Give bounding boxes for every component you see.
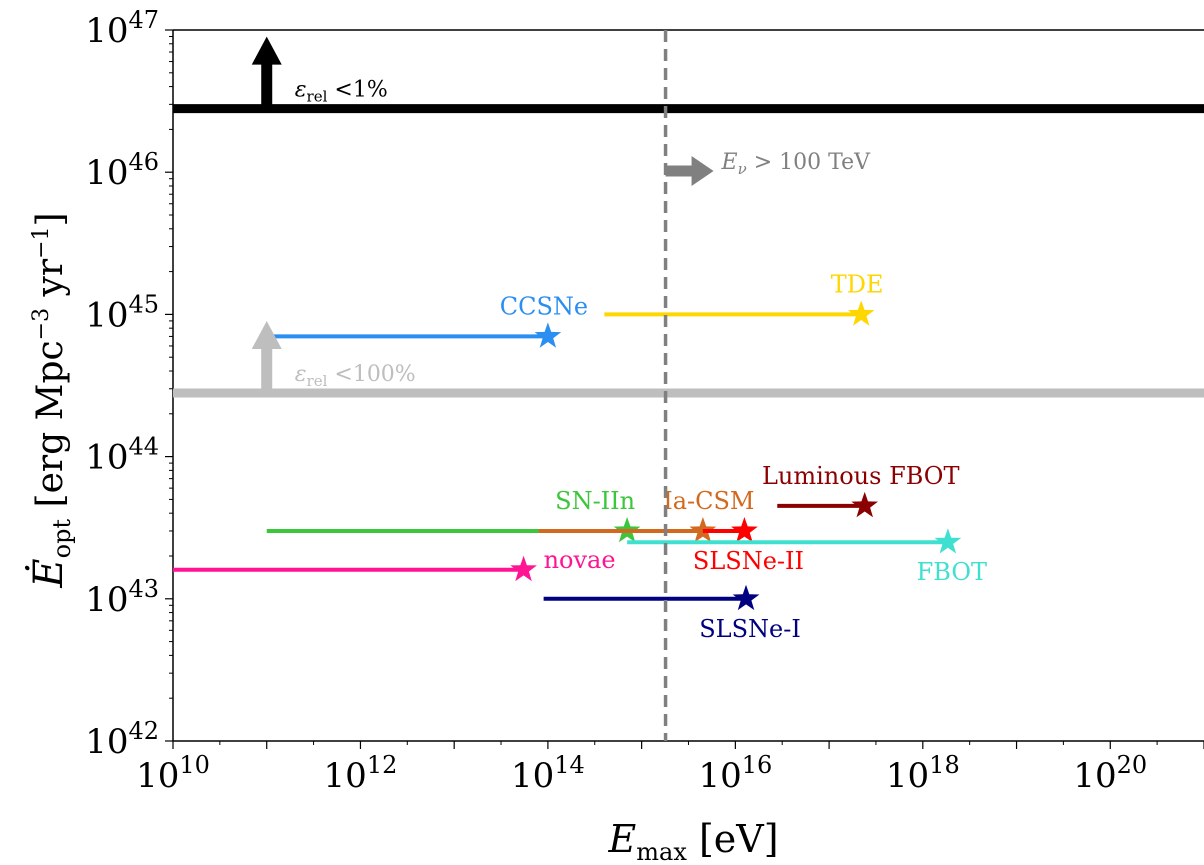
series-star-marker (689, 517, 717, 543)
x-tick-exponent: 16 (742, 751, 773, 779)
y-title-units2: yr (30, 258, 71, 308)
y-title-bracket: ] (30, 212, 71, 226)
y-title-exp2: −1 (29, 226, 54, 258)
x-title-subscript: max (636, 838, 687, 865)
y-tick-exponent: 43 (128, 575, 159, 603)
x-tick-exponent: 10 (179, 751, 210, 779)
series-label: CCSNe (500, 292, 588, 320)
x-tick-label: 1018 (886, 751, 960, 796)
annotation-layer: εrel <1%εrel <100%Eν > 100 TeV (173, 30, 1204, 741)
x-tick-label: 1016 (698, 751, 772, 796)
y-tick-base: 10 (85, 722, 128, 762)
series-label: Luminous FBOT (762, 462, 960, 490)
limit-label-subscript: rel (307, 88, 328, 106)
axis-ticks: 1010 1012 1014 1016 1018 10201042104310441045… (85, 6, 1204, 796)
y-axis-title: Ėopt [erg Mpc−3 yr−1] (25, 212, 76, 588)
y-tick-label: 1045 (85, 290, 159, 335)
limit-label: εrel <1% (295, 78, 388, 106)
threshold-label-text: > 100 TeV (747, 150, 871, 175)
series-star-marker (732, 584, 760, 611)
x-tick-base: 10 (698, 756, 741, 796)
x-tick-exponent: 12 (367, 751, 398, 779)
x-title-symbol: E (608, 817, 637, 861)
y-tick-label: 1047 (85, 6, 159, 51)
x-tick-base: 10 (324, 756, 367, 796)
y-tick-base: 10 (85, 11, 128, 51)
y-title-symbol: Ė (25, 558, 72, 588)
series-star-marker (847, 300, 875, 326)
x-tick-base: 10 (1073, 756, 1116, 796)
y-tick-base: 10 (85, 153, 128, 193)
series-layer: CCSNe TDE Luminous FBOT SN-IIn Ia-CSM SLSNe-I… (173, 270, 987, 643)
series-star-marker (510, 555, 537, 582)
y-tick-exponent: 42 (128, 717, 159, 745)
x-axis-title: Emax [eV] (608, 817, 779, 865)
series-star-marker (731, 517, 758, 543)
limit-label: εrel <100% (295, 362, 416, 390)
y-tick-base: 10 (85, 438, 128, 478)
threshold-label: Eν > 100 TeV (721, 150, 872, 178)
y-tick-exponent: 45 (128, 290, 159, 318)
x-tick-base: 10 (511, 756, 554, 796)
x-tick-label: 1020 (1073, 751, 1147, 796)
series-star-marker (934, 528, 962, 554)
y-tick-exponent: 46 (128, 148, 159, 176)
x-tick-label: 1014 (511, 751, 585, 796)
series-label: SLSNe-I (699, 615, 801, 643)
series-label: Ia-CSM (663, 487, 754, 515)
series-label: SLSNe-II (693, 547, 804, 575)
y-tick-base: 10 (85, 295, 128, 335)
series-label: TDE (831, 270, 884, 298)
y-tick-label: 1042 (85, 717, 159, 762)
series-label: FBOT (917, 558, 987, 586)
x-tick-exponent: 20 (1117, 751, 1148, 779)
x-title-units: [eV] (687, 817, 779, 861)
y-title-units: [erg Mpc (30, 340, 71, 519)
y-tick-exponent: 47 (128, 6, 159, 34)
limit-arrow-head (251, 36, 282, 65)
y-tick-label: 1043 (85, 575, 159, 620)
x-tick-label: 1010 (136, 751, 210, 796)
series-label: novae (544, 546, 616, 574)
axis-titles: Emax [eV] Ėopt [erg Mpc−3 yr−1] (25, 212, 779, 865)
limit-arrow-head (251, 321, 282, 350)
limit-label-text: <100% (327, 362, 415, 387)
threshold-arrow-head (691, 156, 714, 186)
limit-label-symbol: ε (295, 362, 307, 387)
limit-label-symbol: ε (295, 78, 307, 103)
y-tick-label: 1046 (85, 148, 159, 193)
x-tick-base: 10 (136, 756, 179, 796)
x-tick-base: 10 (886, 756, 929, 796)
y-title-subscript: opt (48, 519, 76, 559)
series-label: SN-IIn (555, 487, 635, 515)
x-tick-exponent: 14 (554, 751, 585, 779)
x-tick-label: 1012 (324, 751, 398, 796)
limit-label-subscript: rel (307, 372, 328, 390)
series-star-marker (851, 491, 878, 518)
y-title-exp1: −3 (29, 308, 54, 340)
series-star-marker (534, 322, 562, 348)
y-tick-base: 10 (85, 580, 128, 620)
y-tick-label: 1044 (85, 433, 159, 478)
threshold-label-subscript: ν (738, 160, 747, 178)
y-tick-exponent: 44 (128, 433, 159, 461)
x-tick-exponent: 18 (929, 751, 960, 779)
limit-label-text: <1% (327, 78, 387, 103)
threshold-label-symbol: E (721, 150, 738, 175)
